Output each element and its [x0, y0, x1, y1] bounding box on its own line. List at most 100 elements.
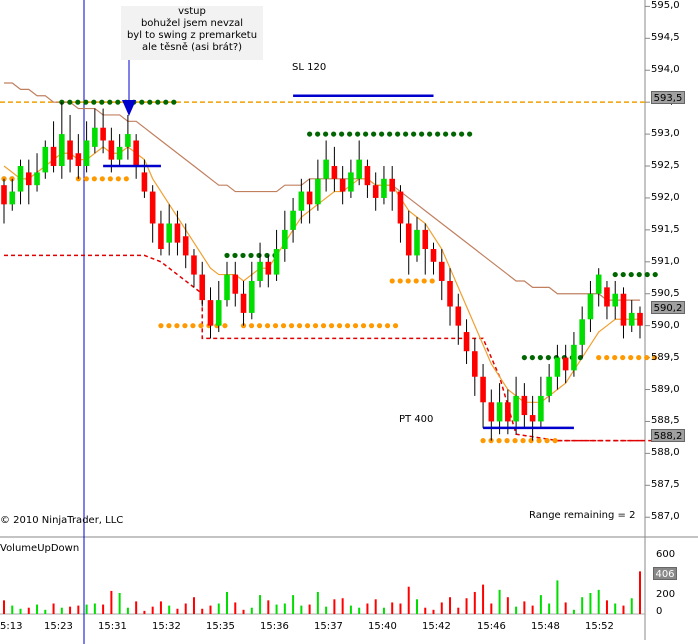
candle-body [587, 293, 594, 320]
candle-body [323, 159, 329, 179]
candle-body [414, 229, 420, 256]
candle-body [339, 178, 346, 192]
support-dot [256, 323, 263, 329]
y-tick-label: 590,0 [651, 319, 680, 331]
x-tick-label: 5:13 [0, 621, 23, 632]
candle-body [356, 159, 362, 179]
x-tick-label: 15:42 [422, 621, 451, 632]
candle-body [554, 357, 561, 377]
support-dot [397, 278, 403, 284]
resistance-dot [83, 99, 89, 105]
price-box-support: 588,2 [651, 429, 685, 442]
support-dot [83, 176, 89, 182]
candle-body [166, 223, 172, 243]
support-dot [264, 323, 271, 329]
candle-body [480, 376, 486, 403]
support-dot [344, 323, 351, 329]
resistance-dot [529, 354, 535, 361]
candle-body [108, 140, 115, 160]
resistance-dot [459, 131, 465, 137]
support-dot [429, 278, 435, 284]
candle-body [59, 134, 65, 167]
candle-body [174, 223, 181, 243]
volume-tick: 0 [656, 606, 663, 617]
x-tick-label: 15:23 [44, 621, 73, 632]
candle-body [25, 172, 32, 186]
resistance-dot [371, 131, 377, 137]
resistance-dot [240, 252, 246, 259]
candle-body [348, 172, 354, 192]
support-dot [288, 323, 295, 329]
candle-body [182, 236, 189, 256]
resistance-dot [577, 354, 583, 361]
support-dot [480, 438, 486, 444]
candle-body [513, 395, 519, 422]
resistance-dot [652, 271, 658, 278]
y-tick-label: 591,5 [651, 223, 680, 235]
candle-body [298, 191, 305, 211]
resistance-dot [395, 131, 401, 137]
x-tick-label: 15:48 [531, 621, 560, 632]
candle-body [290, 210, 296, 230]
support-dot [336, 323, 343, 329]
resistance-dot [347, 131, 353, 137]
candle-body [141, 172, 148, 192]
candle-body [92, 127, 98, 147]
price-box-current: 590,2 [651, 301, 685, 314]
resistance-dot [315, 131, 321, 137]
annotation-line-1: vstup [178, 6, 206, 17]
support-dot [280, 323, 287, 329]
annotation-line-3: byl to swing z premarketu [126, 30, 258, 41]
support-dot [384, 323, 391, 329]
entry-arrow-head [122, 100, 136, 116]
y-tick-label: 592,0 [651, 191, 680, 203]
x-tick-label: 15:40 [368, 621, 397, 632]
candle-body [529, 415, 536, 422]
support-dot [198, 323, 204, 329]
support-dot [174, 323, 180, 329]
x-tick-label: 15:31 [98, 621, 127, 632]
candle-body [496, 402, 503, 422]
candle-body [191, 255, 197, 275]
resistance-dot [99, 99, 105, 105]
candle-body [315, 178, 321, 205]
copyright-label: © 2010 NinjaTrader, LLC [0, 515, 124, 526]
x-tick-label: 15:32 [152, 621, 181, 632]
candle-body [232, 274, 239, 294]
resistance-dot [139, 99, 145, 105]
support-dot [612, 354, 618, 361]
annotation-line-2: bohužel jsem nevzal [140, 18, 244, 29]
support-dot [166, 323, 172, 329]
resistance-dot [224, 252, 230, 259]
support-dot [496, 438, 502, 444]
volume-panel-title: VolumeUpDown [0, 543, 80, 554]
candle-body [562, 357, 569, 371]
support-dot [352, 323, 359, 329]
resistance-dot [467, 131, 473, 137]
candle-body [34, 172, 40, 186]
resistance-dot [443, 131, 449, 137]
support-step-line [4, 254, 657, 442]
support-dot [9, 176, 15, 182]
candle-body [397, 191, 404, 224]
support-dot [389, 278, 395, 284]
resistance-dot [628, 271, 634, 278]
support-dot [312, 323, 319, 329]
support-dot [222, 323, 228, 329]
candle-body [158, 223, 164, 250]
support-dot [421, 278, 427, 284]
candle-body [133, 140, 139, 167]
candle-body [50, 146, 57, 167]
candle-body [637, 312, 643, 326]
candle-body [207, 300, 214, 326]
candle-body [215, 300, 222, 326]
candle-body [372, 185, 379, 198]
x-tick-label: 15:36 [260, 621, 289, 632]
support-dot [296, 323, 303, 329]
support-dot [628, 354, 634, 361]
resistance-dot [387, 131, 393, 137]
resistance-dot [363, 131, 369, 137]
x-tick-label: 15:46 [477, 621, 506, 632]
resistance-dot [155, 99, 161, 105]
